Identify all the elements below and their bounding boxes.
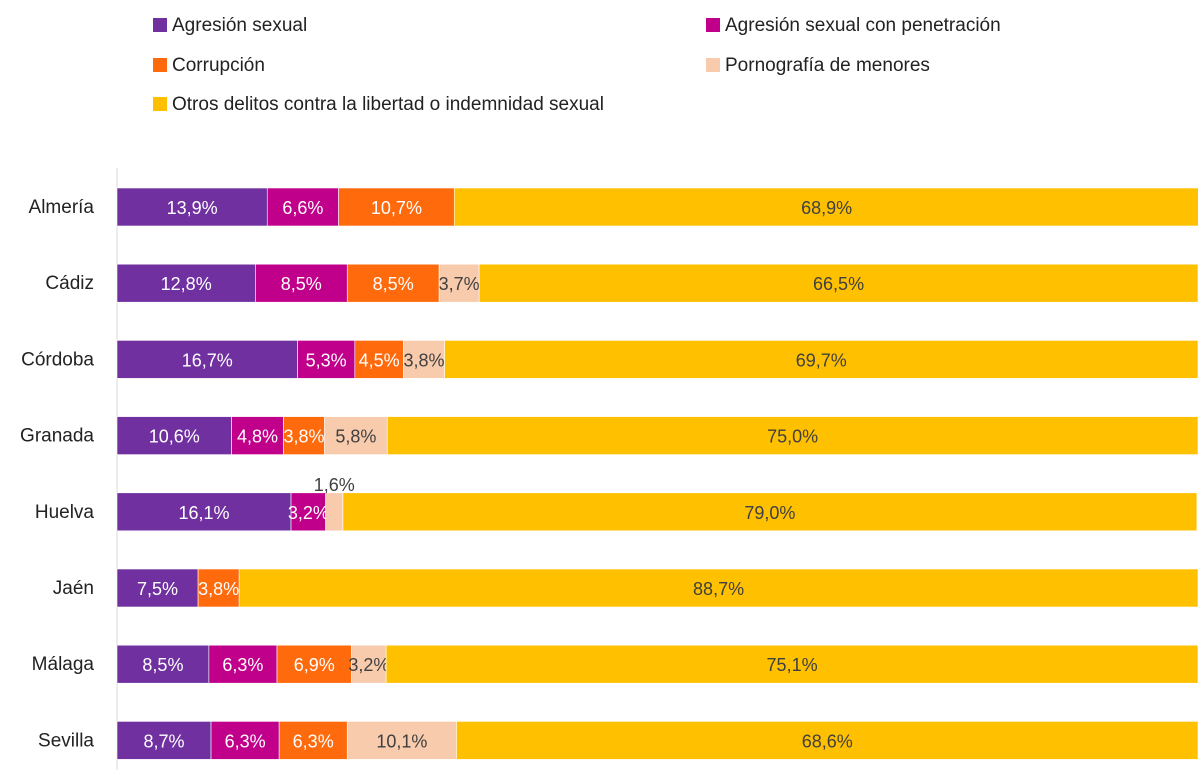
bar-sevilla-agresion-sexual-con-penetracion [210,721,280,760]
bar-malaga-otros-delitos-contra-la-libertad-o-indemnidad-sexual [385,644,1198,684]
legend-swatch-agresion-sexual-con-penetracion [706,18,720,32]
category-label-malaga: Málaga [32,654,95,675]
data-label-sevilla-otros-delitos-contra-la-libertad-o-indemnidad-sexual: 68,6% [802,731,853,751]
legend-swatch-pornografia-de-menores [706,58,720,72]
data-label-cadiz-otros-delitos-contra-la-libertad-o-indemnidad-sexual: 66,5% [813,274,864,294]
bar-cordoba-agresion-sexual [116,340,298,379]
legend-swatch-agresion-sexual [153,18,167,32]
bar-malaga-corrupcion [276,644,352,684]
data-label-granada-pornografia-de-menores: 5,8% [335,427,376,447]
bar-cordoba-corrupcion [354,340,404,379]
legend-label-pornografia-de-menores: Pornografía de menores [725,55,930,76]
data-label-huelva-agresion-sexual-con-penetracion: 3,2% [288,503,329,523]
data-label-granada-otros-delitos-contra-la-libertad-o-indemnidad-sexual: 75,0% [767,427,818,447]
data-label-almeria-agresion-sexual: 13,9% [167,198,218,218]
data-label-malaga-agresion-sexual: 8,5% [142,655,183,675]
bar-jaen-otros-delitos-contra-la-libertad-o-indemnidad-sexual [238,568,1198,608]
bar-huelva-agresion-sexual [116,492,292,532]
bar-huelva-agresion-sexual-con-penetracion [290,492,326,532]
bar-cadiz-agresion-sexual-con-penetracion [255,263,348,303]
data-label-granada-agresion-sexual: 10,6% [149,427,200,447]
legend: Agresión sexual Agresión sexual con penet… [153,15,1001,115]
bar-cadiz-corrupcion [346,263,440,303]
category-label-granada: Granada [20,426,94,447]
legend-label-corrupcion: Corrupción [172,55,265,76]
bar-granada-agresion-sexual [116,416,232,455]
bar-almeria-agresion-sexual [116,187,268,227]
category-label-cordoba: Córdoba [21,349,94,370]
bar-huelva-otros-delitos-contra-la-libertad-o-indemnidad-sexual [342,492,1198,532]
category-label-huelva: Huelva [35,502,95,523]
bar-huelva-pornografia-de-menores [325,492,344,532]
data-label-jaen-agresion-sexual: 7,5% [137,579,178,599]
bar-almeria-corrupcion [338,187,455,227]
bar-granada-pornografia-de-menores [324,416,388,455]
bar-jaen-agresion-sexual [116,568,199,608]
category-label-jaen: Jaén [53,578,94,599]
data-label-huelva-pornografia-de-menores: 1,6% [314,475,355,495]
data-label-cadiz-corrupcion: 8,5% [373,274,414,294]
data-label-sevilla-agresion-sexual: 8,7% [144,731,185,751]
data-label-huelva-otros-delitos-contra-la-libertad-o-indemnidad-sexual: 79,0% [744,503,795,523]
bar-granada-otros-delitos-contra-la-libertad-o-indemnidad-sexual [386,416,1198,455]
data-label-malaga-agresion-sexual-con-penetracion: 6,3% [222,655,263,675]
data-label-almeria-corrupcion: 10,7% [371,198,422,218]
data-label-jaen-otros-delitos-contra-la-libertad-o-indemnidad-sexual: 88,7% [693,579,744,599]
bar-sevilla-agresion-sexual [116,721,212,760]
data-label-huelva-agresion-sexual: 16,1% [178,503,229,523]
legend-swatch-otros-delitos-contra-la-libertad-o-indemnidad-sexual [153,97,167,111]
data-label-sevilla-corrupcion: 6,3% [293,731,334,751]
data-label-almeria-agresion-sexual-con-penetracion: 6,6% [282,198,323,218]
data-label-cordoba-otros-delitos-contra-la-libertad-o-indemnidad-sexual: 69,7% [796,350,847,370]
bar-granada-corrupcion [283,416,325,455]
bar-cadiz-otros-delitos-contra-la-libertad-o-indemnidad-sexual [478,263,1198,303]
category-axis: Almería Cádiz Córdoba Granada Huelva Jaén Mála… [20,197,94,751]
data-label-cordoba-agresion-sexual: 16,7% [182,350,233,370]
data-label-cadiz-agresion-sexual-con-penetracion: 8,5% [281,274,322,294]
plot-area: 13,9% 6,6% 10,7% 68,9% 12,8% 8,5% 8,5% 3,7% 66,5… [116,187,1198,760]
data-label-granada-corrupcion: 3,8% [283,427,324,447]
data-label-cordoba-agresion-sexual-con-penetracion: 5,3% [306,350,347,370]
bar-malaga-pornografia-de-menores [351,644,387,684]
data-label-almeria-otros-delitos-contra-la-libertad-o-indemnidad-sexual: 68,9% [801,198,852,218]
bar-sevilla-corrupcion [278,721,348,760]
data-label-sevilla-agresion-sexual-con-penetracion: 6,3% [225,731,266,751]
data-label-cadiz-agresion-sexual: 12,8% [161,274,212,294]
legend-label-otros-delitos-contra-la-libertad-o-indemnidad-sexual: Otros delitos contra la libertad o indem… [172,94,604,115]
data-label-malaga-otros-delitos-contra-la-libertad-o-indemnidad-sexual: 75,1% [767,655,818,675]
bar-sevilla-otros-delitos-contra-la-libertad-o-indemnidad-sexual [456,721,1198,760]
legend-swatch-corrupcion [153,58,167,72]
bar-granada-agresion-sexual-con-penetracion [231,416,284,455]
data-label-cordoba-corrupcion: 4,5% [359,350,400,370]
bar-almeria-otros-delitos-contra-la-libertad-o-indemnidad-sexual [453,187,1198,227]
data-label-granada-agresion-sexual-con-penetracion: 4,8% [237,427,278,447]
legend-label-agresion-sexual-con-penetracion: Agresión sexual con penetración [725,15,1001,36]
category-label-sevilla: Sevilla [38,730,94,751]
data-label-malaga-pornografia-de-menores: 3,2% [348,655,389,675]
bar-cordoba-pornografia-de-menores [403,340,445,379]
data-label-sevilla-pornografia-de-menores: 10,1% [376,731,427,751]
bar-malaga-agresion-sexual-con-penetracion [208,644,278,684]
bar-cadiz-pornografia-de-menores [438,263,480,303]
category-label-almeria: Almería [29,197,95,218]
bar-cadiz-agresion-sexual [116,263,256,303]
bar-almeria-agresion-sexual-con-penetracion [266,187,339,227]
bar-cordoba-agresion-sexual-con-penetracion [297,340,356,379]
category-label-cadiz: Cádiz [45,273,94,294]
data-label-malaga-corrupcion: 6,9% [294,655,335,675]
data-label-jaen-corrupcion: 3,8% [198,579,239,599]
legend-label-agresion-sexual: Agresión sexual [172,15,307,36]
data-label-cadiz-pornografia-de-menores: 3,7% [439,274,480,294]
data-label-cordoba-pornografia-de-menores: 3,8% [403,350,444,370]
